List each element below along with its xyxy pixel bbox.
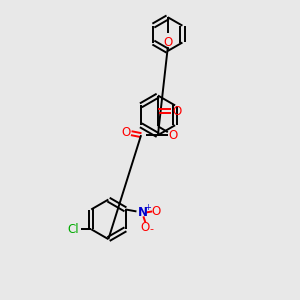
Text: O: O <box>122 126 131 139</box>
Text: O: O <box>172 105 182 118</box>
Text: -: - <box>149 224 153 234</box>
Text: Cl: Cl <box>68 223 79 236</box>
Text: O: O <box>163 35 172 49</box>
Text: O: O <box>168 129 177 142</box>
Text: O: O <box>141 221 150 234</box>
Text: O: O <box>152 205 161 218</box>
Text: N: N <box>137 206 147 219</box>
Text: +: + <box>144 203 151 212</box>
